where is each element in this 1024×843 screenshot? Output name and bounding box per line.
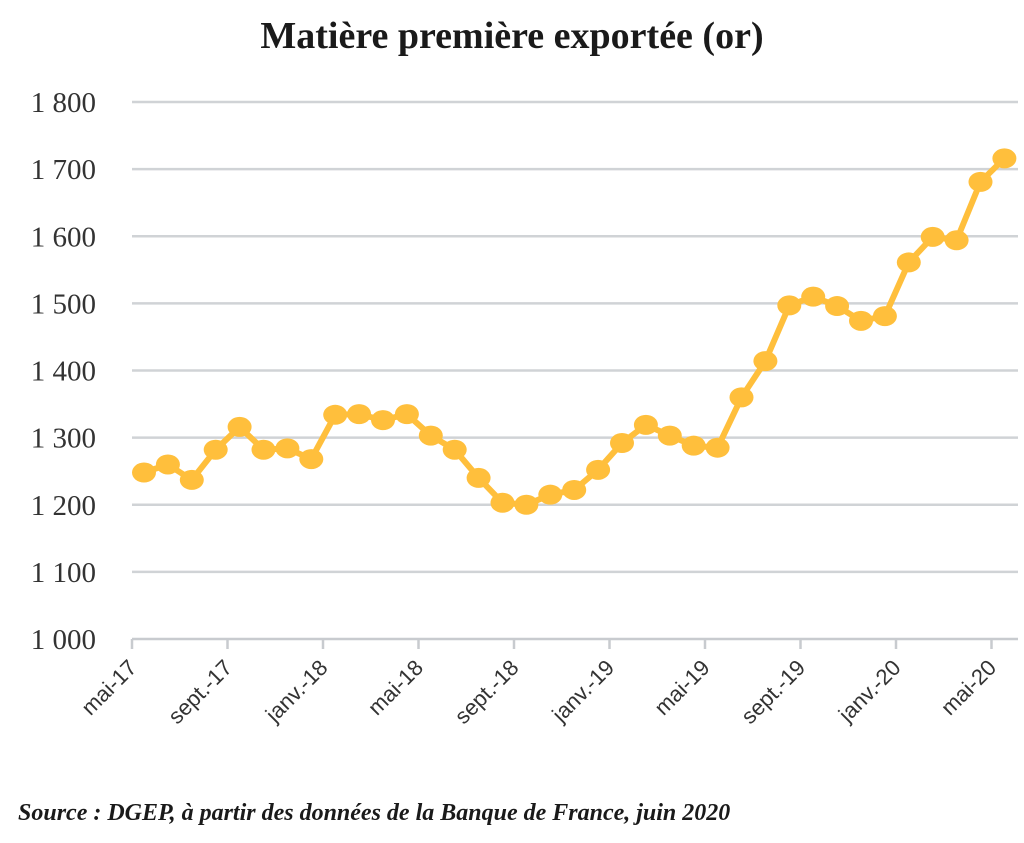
x-tick-label: mai-20 — [936, 655, 1001, 720]
data-point — [514, 494, 539, 515]
data-point — [633, 414, 658, 435]
y-tick-label: 1 400 — [31, 356, 96, 388]
y-tick-label: 1 200 — [31, 490, 96, 522]
data-point — [920, 226, 945, 247]
x-tick-label: mai-17 — [76, 655, 141, 720]
data-point — [562, 479, 587, 500]
x-tick-label: mai-19 — [649, 655, 714, 720]
data-point — [992, 148, 1017, 169]
x-tick-label: mai-18 — [363, 655, 428, 720]
data-point — [371, 410, 395, 431]
data-point — [657, 425, 682, 446]
chart-title: Matière première exportée (or) — [260, 15, 764, 57]
x-tick-label: sept.-18 — [450, 655, 524, 729]
data-point — [323, 404, 348, 425]
data-point — [442, 439, 467, 460]
data-point — [729, 387, 754, 408]
x-tick-label: sept.-19 — [736, 655, 810, 729]
y-axis-tick-labels: 1 000 1 100 1 200 1 300 1 400 1 500 1 600 1 700… — [31, 87, 96, 656]
data-point — [896, 252, 921, 273]
x-tick-label: sept.-17 — [163, 655, 237, 729]
y-tick-label: 1 100 — [31, 557, 96, 589]
data-point — [944, 230, 969, 251]
data-point — [705, 437, 730, 458]
gridlines — [132, 100, 1018, 574]
x-tick-label: janv.-19 — [546, 655, 619, 728]
gold-series — [132, 148, 1017, 515]
data-point — [753, 351, 778, 372]
data-point — [227, 416, 252, 437]
x-axis-tick-labels: mai-17 sept.-17 janv.-18 mai-18 sept.-18 janv… — [76, 655, 1001, 729]
y-tick-label: 1 300 — [31, 423, 96, 455]
data-point — [681, 435, 706, 456]
data-point — [801, 286, 826, 307]
data-point — [968, 171, 993, 192]
y-tick-label: 1 600 — [31, 221, 96, 253]
data-point — [347, 404, 372, 425]
data-point — [490, 492, 515, 513]
y-tick-label: 1 800 — [31, 87, 96, 119]
y-tick-label: 1 000 — [31, 624, 96, 656]
data-point — [586, 459, 611, 480]
data-point — [610, 432, 634, 453]
data-point — [155, 454, 180, 475]
data-point — [179, 469, 204, 490]
data-point — [275, 438, 300, 459]
data-point — [132, 462, 156, 483]
x-tick-label: janv.-20 — [833, 655, 906, 728]
data-point — [466, 467, 491, 488]
data-point — [872, 306, 897, 327]
y-tick-label: 1 500 — [31, 288, 96, 320]
data-point — [777, 295, 802, 316]
data-point — [203, 439, 228, 460]
data-point — [825, 296, 850, 317]
x-tick-label: janv.-18 — [260, 655, 333, 728]
source-note: Source : DGEP, à partir des données de l… — [18, 800, 731, 826]
data-point — [299, 449, 324, 470]
data-point — [418, 425, 443, 446]
y-tick-label: 1 700 — [31, 154, 96, 186]
x-axis — [130, 637, 1018, 649]
data-point — [849, 310, 873, 331]
data-point — [538, 484, 563, 505]
data-point — [251, 439, 276, 460]
data-point — [394, 404, 419, 425]
